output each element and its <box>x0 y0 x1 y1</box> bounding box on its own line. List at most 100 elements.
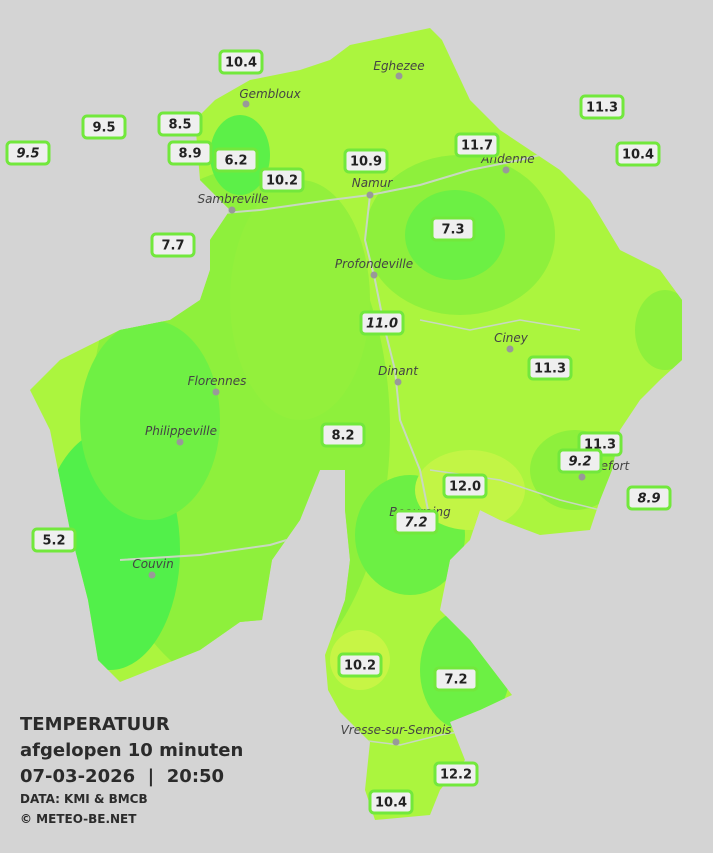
station-value: 10.2 <box>344 659 376 674</box>
station-box <box>259 167 305 193</box>
station-box <box>626 485 672 511</box>
city-dot <box>370 271 378 279</box>
station: 11.0 <box>359 310 405 336</box>
stations: 10.4 9.5 9.5 8.5 8.9 6.2 10.2 10.9 11.7 11.3 10.4 7… <box>5 49 672 815</box>
station: 8.5 <box>157 111 203 137</box>
legend-period: afgelopen 10 minuten <box>20 740 243 761</box>
cities: EghezeeGemblouxAndenneNamurSambrevillePr… <box>132 59 631 746</box>
station: 12.0 <box>442 473 488 499</box>
station-value: 8.9 <box>178 147 201 162</box>
station-value: 11.3 <box>534 362 566 377</box>
station-box <box>337 652 383 678</box>
city-label: Namur <box>352 176 394 190</box>
river <box>199 149 561 216</box>
river <box>419 319 581 331</box>
city-label: Philippeville <box>145 424 217 438</box>
station: 7.2 <box>393 509 439 535</box>
station-box <box>433 761 479 787</box>
station-box <box>527 355 573 381</box>
station-box <box>359 310 405 336</box>
station: 8.2 <box>320 422 366 448</box>
city-label: Gembloux <box>239 87 301 101</box>
field-zone <box>230 180 370 420</box>
station-value: 8.9 <box>637 492 660 507</box>
legend-title: TEMPERATUUR <box>20 714 170 735</box>
station-value: 6.2 <box>224 154 247 169</box>
station-value: 9.5 <box>92 121 115 136</box>
city-dot <box>148 571 156 579</box>
station-value: 5.2 <box>42 534 65 549</box>
station-box <box>5 140 51 166</box>
station: 11.3 <box>579 94 625 120</box>
station: 11.7 <box>454 132 500 158</box>
station-value: 11.7 <box>461 139 493 154</box>
station-value: 12.0 <box>449 480 481 495</box>
river <box>363 194 431 521</box>
station-value: 7.2 <box>444 673 467 688</box>
station-box <box>430 216 476 242</box>
station-box <box>320 422 366 448</box>
station-value: 11.3 <box>586 101 618 116</box>
city-dot <box>578 473 586 481</box>
station-value: 7.2 <box>404 516 427 531</box>
city-dot <box>392 738 400 746</box>
station: 10.4 <box>218 49 264 75</box>
station-box <box>454 132 500 158</box>
city-dot <box>366 191 374 199</box>
station-box <box>157 111 203 137</box>
city-dot <box>212 388 220 396</box>
station: 10.4 <box>615 141 661 167</box>
station-value: 7.7 <box>161 239 184 254</box>
legend-source: DATA: KMI & BMCB <box>20 792 148 806</box>
station-value: 10.4 <box>225 56 257 71</box>
station-box <box>213 147 259 173</box>
station-box <box>579 94 625 120</box>
station: 8.9 <box>626 485 672 511</box>
station-value: 8.2 <box>331 429 354 444</box>
station-value: 9.2 <box>568 455 591 470</box>
station: 6.2 <box>213 147 259 173</box>
station-value: 9.5 <box>16 147 39 162</box>
city-label: Florennes <box>188 374 247 388</box>
city-label: Sambreville <box>197 192 268 206</box>
station-box <box>150 232 196 258</box>
city-label: Dinant <box>378 364 419 378</box>
station-value: 12.2 <box>440 768 472 783</box>
station-value: 11.0 <box>366 317 398 332</box>
station: 7.7 <box>150 232 196 258</box>
legend-datetime: 07-03-2026 | 20:50 <box>20 766 224 787</box>
city-label: Couvin <box>132 557 173 571</box>
city-dot <box>242 100 250 108</box>
station: 11.3 <box>527 355 573 381</box>
city-label: Eghezee <box>373 59 424 73</box>
station: 9.5 <box>81 114 127 140</box>
station-box <box>343 148 389 174</box>
station-value: 10.9 <box>350 155 382 170</box>
station-value: 8.5 <box>168 118 191 133</box>
city-label: Ciney <box>494 331 529 345</box>
station: 10.2 <box>337 652 383 678</box>
station-box <box>31 527 77 553</box>
station-box <box>557 448 603 474</box>
station: 8.9 <box>167 140 213 166</box>
station-box <box>615 141 661 167</box>
station-box <box>393 509 439 535</box>
city-dot <box>228 206 236 214</box>
station-box <box>81 114 127 140</box>
station: 10.2 <box>259 167 305 193</box>
city-dot <box>394 378 402 386</box>
station-box <box>433 666 479 692</box>
field-zone <box>80 320 220 520</box>
station-value: 10.2 <box>266 174 298 189</box>
station-box <box>442 473 488 499</box>
station-value: 10.4 <box>622 148 654 163</box>
station: 12.2 <box>433 761 479 787</box>
station-value: 10.4 <box>375 796 407 811</box>
city-label: Profondeville <box>335 257 413 271</box>
city-dot <box>395 72 403 80</box>
station: 10.9 <box>343 148 389 174</box>
city-label: Vresse-sur-Semois <box>341 723 452 737</box>
station: 7.3 <box>430 216 476 242</box>
legend-copyright: © METEO-BE.NET <box>20 812 137 826</box>
